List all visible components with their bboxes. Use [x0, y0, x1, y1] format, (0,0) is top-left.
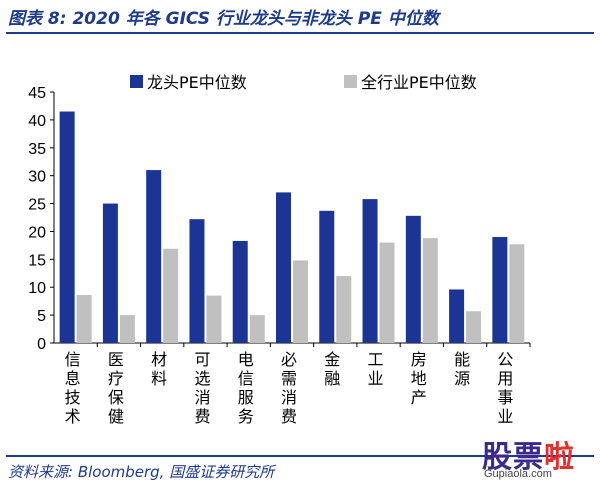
bar-leader-pe — [189, 219, 205, 343]
x-category-label: 必需消费 — [281, 350, 297, 426]
y-tick-label: 35 — [28, 141, 46, 158]
watermark-text: 股票啦 — [482, 432, 575, 476]
x-category-label: 能源 — [454, 350, 470, 388]
x-category-label: 可选消费 — [194, 350, 210, 426]
y-tick-label: 10 — [28, 280, 46, 297]
source-divider — [6, 455, 594, 457]
bar-leader-pe — [405, 215, 421, 343]
bar-leader-pe — [102, 203, 118, 343]
x-category-label: 电信服务 — [238, 350, 254, 426]
bar-leader-pe — [449, 289, 465, 343]
x-category-label: 材料 — [151, 350, 167, 388]
y-tick-label: 0 — [37, 336, 46, 353]
x-category-label: 公用事业 — [497, 350, 513, 426]
title-divider — [6, 32, 594, 34]
y-tick-label: 30 — [28, 169, 46, 186]
bar-industry-pe — [422, 238, 438, 343]
y-tick-label: 45 — [28, 85, 46, 102]
bar-leader-pe — [492, 237, 508, 343]
bar-leader-pe — [232, 240, 248, 343]
y-tick-label: 40 — [28, 113, 46, 130]
bar-leader-pe — [319, 210, 335, 343]
legend-label: 龙头PE中位数 — [147, 73, 247, 92]
legend-swatch-leader — [130, 75, 143, 88]
bar-leader-pe — [146, 170, 162, 343]
x-category-label: 房地产 — [411, 350, 427, 407]
x-category-label: 信息技术 — [65, 350, 81, 426]
legend-swatch-industry — [344, 75, 357, 88]
bar-industry-pe — [163, 248, 179, 343]
watermark-url: Gupiaola.com — [484, 468, 552, 480]
bar-industry-pe — [293, 260, 308, 343]
bar-industry-pe — [336, 276, 352, 343]
x-category-label: 医疗保健 — [108, 350, 124, 426]
y-tick-label: 20 — [28, 224, 46, 241]
watermark-logo: 股票啦 Gupiaola.com — [482, 432, 594, 488]
bar-industry-pe — [379, 242, 395, 343]
source-note: 资料来源: Bloomberg, 国盛证券研究所 — [8, 463, 275, 481]
y-tick-label: 25 — [28, 197, 46, 214]
bar-leader-pe — [276, 192, 291, 343]
y-tick-label: 5 — [37, 308, 46, 325]
chart-title: 图表 8: 2020 年各 GICS 行业龙头与非龙头 PE 中位数 — [8, 9, 439, 29]
bar-leader-pe — [59, 111, 75, 344]
x-category-label: 金融 — [324, 350, 340, 388]
watermark-char: 啦 — [544, 440, 575, 475]
watermark-char: 票 — [513, 440, 544, 475]
bar-leader-pe — [362, 199, 378, 343]
bar-industry-pe — [249, 315, 265, 343]
bar-industry-pe — [76, 295, 92, 343]
watermark-char: 股 — [482, 440, 513, 475]
x-category-label: 工业 — [368, 350, 384, 388]
bar-industry-pe — [206, 295, 222, 343]
y-tick-label: 15 — [28, 252, 46, 269]
bar-industry-pe — [119, 315, 135, 343]
bar-industry-pe — [509, 244, 525, 343]
bar-industry-pe — [466, 311, 482, 343]
legend-label: 全行业PE中位数 — [361, 73, 477, 92]
